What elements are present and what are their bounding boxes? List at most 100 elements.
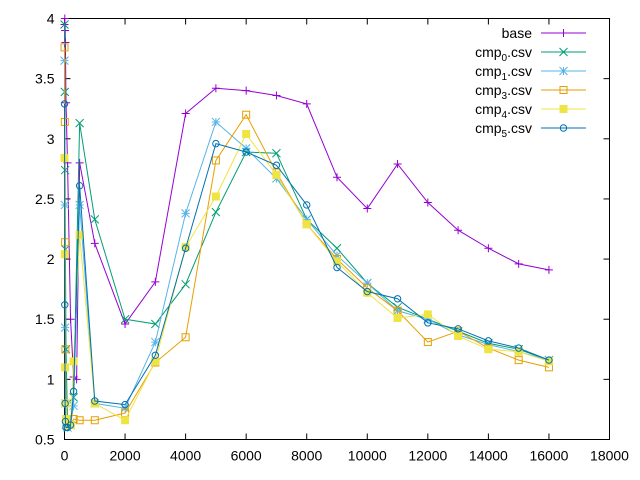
data-point bbox=[514, 344, 523, 352]
data-point bbox=[62, 98, 71, 107]
data-point bbox=[393, 314, 402, 323]
series-4 bbox=[60, 129, 553, 430]
data-point bbox=[75, 158, 84, 167]
data-point bbox=[60, 20, 69, 29]
legend-label-main: cmp bbox=[475, 101, 502, 117]
legend-label-main: cmp bbox=[475, 120, 502, 136]
data-point bbox=[181, 244, 190, 252]
data-point bbox=[424, 319, 432, 327]
data-point bbox=[212, 139, 220, 148]
x-tick-label: 6000 bbox=[231, 448, 262, 464]
data-point bbox=[75, 200, 84, 210]
legend-label-main: cmp bbox=[475, 44, 502, 60]
data-point bbox=[363, 287, 371, 296]
data-point bbox=[545, 356, 553, 364]
legend-label-suffix: .csv bbox=[507, 82, 532, 98]
data-point bbox=[69, 401, 78, 411]
data-point bbox=[544, 265, 553, 274]
x-tick-label: 16000 bbox=[529, 448, 568, 464]
x-tick-label: 12000 bbox=[408, 448, 447, 464]
data-point bbox=[544, 357, 553, 366]
data-point bbox=[333, 173, 341, 182]
legend-label: cmp0.csv bbox=[475, 44, 532, 64]
data-point bbox=[423, 198, 432, 207]
data-point bbox=[61, 26, 70, 35]
data-point bbox=[75, 231, 84, 240]
legend-marker bbox=[559, 105, 568, 113]
legend-label-subscript: 1 bbox=[502, 72, 508, 83]
x-tick-label: 18000 bbox=[590, 448, 629, 464]
data-point bbox=[302, 215, 312, 224]
data-point bbox=[272, 148, 281, 158]
series-5 bbox=[60, 100, 553, 432]
data-point bbox=[333, 257, 341, 266]
y-tick-label: 2.5 bbox=[35, 191, 55, 207]
data-point bbox=[150, 337, 160, 347]
legend-label: cmp3.csv bbox=[475, 82, 532, 102]
data-point bbox=[242, 110, 251, 119]
data-point bbox=[484, 244, 493, 253]
data-point bbox=[61, 301, 69, 309]
data-point bbox=[484, 337, 493, 345]
data-point bbox=[393, 160, 402, 169]
data-point bbox=[242, 86, 251, 95]
legend-marker bbox=[559, 29, 568, 37]
data-point bbox=[66, 421, 75, 429]
data-point bbox=[393, 295, 402, 303]
x-tick-label: 8000 bbox=[291, 448, 322, 464]
data-point bbox=[121, 400, 129, 409]
data-point bbox=[90, 215, 100, 224]
y-tick-label: 1 bbox=[47, 371, 55, 387]
data-point bbox=[75, 416, 84, 425]
data-point bbox=[272, 170, 281, 179]
data-point bbox=[333, 263, 341, 272]
data-point bbox=[211, 117, 221, 127]
legend-label-subscript: 0 bbox=[502, 53, 508, 64]
data-point bbox=[181, 333, 190, 342]
series-line-5 bbox=[64, 103, 550, 428]
data-point bbox=[90, 416, 99, 425]
data-point bbox=[454, 332, 463, 341]
legend-label-subscript: 4 bbox=[502, 110, 508, 121]
data-point bbox=[362, 278, 372, 288]
y-tick-label: 1.5 bbox=[35, 311, 55, 327]
x-tick-label: 10000 bbox=[348, 448, 387, 464]
data-point bbox=[60, 100, 69, 108]
data-point bbox=[91, 397, 99, 405]
data-point bbox=[332, 243, 342, 253]
data-point bbox=[514, 259, 523, 268]
data-point bbox=[151, 277, 160, 286]
data-point bbox=[363, 204, 372, 213]
data-point bbox=[75, 181, 84, 190]
y-tick-label: 2 bbox=[47, 251, 55, 267]
data-point bbox=[181, 209, 190, 218]
data-point bbox=[454, 226, 463, 235]
data-point bbox=[151, 351, 160, 359]
y-tick-label: 3.5 bbox=[35, 71, 55, 87]
data-point bbox=[211, 192, 220, 201]
data-point bbox=[211, 156, 220, 165]
y-tick-label: 0.5 bbox=[35, 432, 55, 448]
data-point bbox=[90, 239, 99, 248]
legend-marker bbox=[559, 66, 568, 76]
legend-marker bbox=[559, 86, 568, 94]
legend-label-subscript: 3 bbox=[502, 91, 508, 102]
data-point bbox=[69, 357, 78, 366]
legend-label-suffix: .csv bbox=[507, 63, 532, 79]
legend-label-main: cmp bbox=[475, 82, 502, 98]
series-layer bbox=[60, 14, 554, 432]
data-point bbox=[121, 320, 130, 329]
data-point bbox=[242, 148, 250, 156]
data-point bbox=[181, 109, 190, 118]
data-point bbox=[66, 315, 75, 324]
x-tick-label: 0 bbox=[61, 448, 69, 464]
data-point bbox=[302, 99, 311, 108]
data-point bbox=[61, 38, 70, 47]
data-point bbox=[121, 416, 130, 425]
data-point bbox=[120, 314, 130, 324]
data-point bbox=[60, 14, 69, 23]
y-tick-label: 3 bbox=[47, 131, 55, 147]
legend-marker bbox=[559, 124, 568, 132]
legend-label-main: base bbox=[502, 25, 533, 41]
